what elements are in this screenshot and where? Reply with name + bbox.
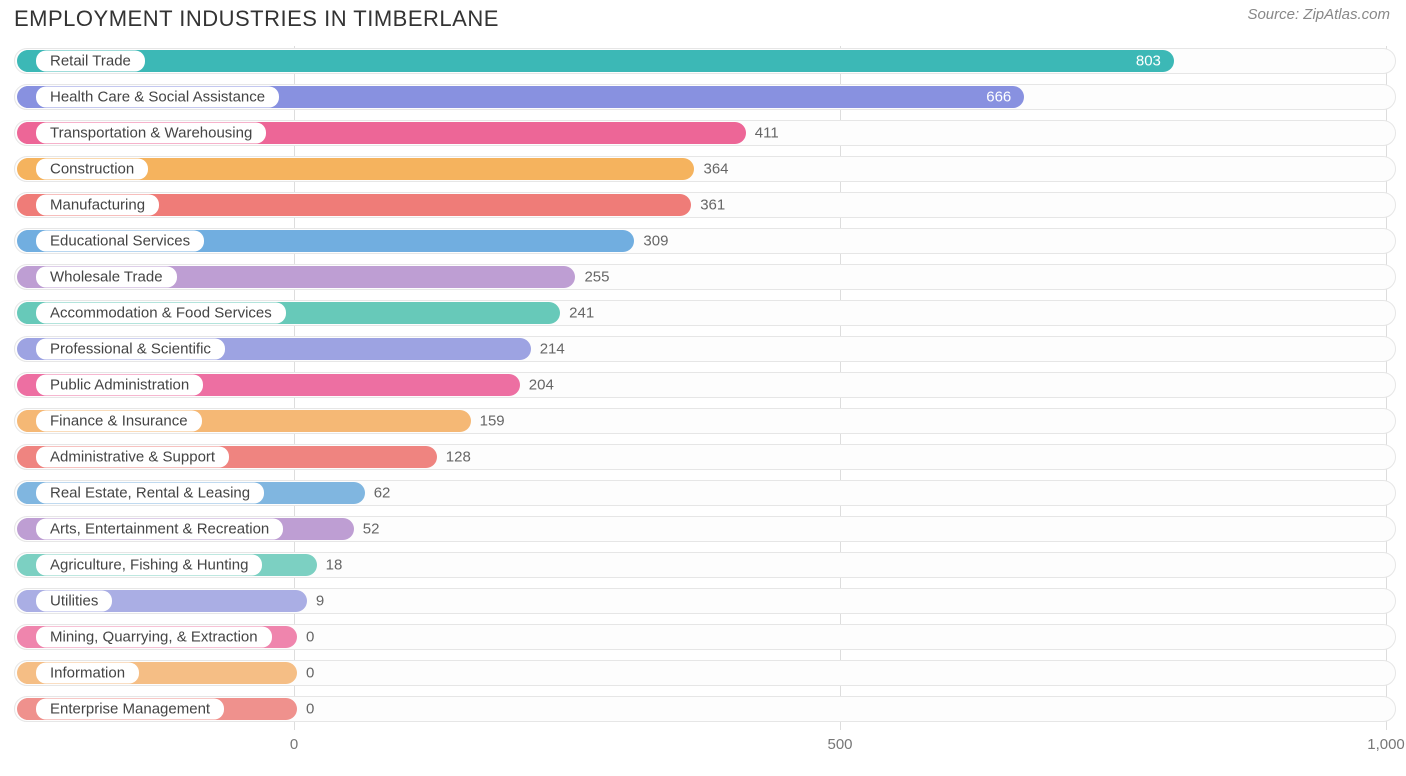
bar-cap: [18, 554, 32, 576]
bar-value: 0: [306, 701, 314, 718]
bar-value: 9: [316, 593, 324, 610]
bar-label: Real Estate, Rental & Leasing: [36, 483, 264, 504]
bar-label: Professional & Scientific: [36, 339, 225, 360]
bar-row: Public Administration 204: [14, 370, 1396, 400]
bar-row: Construction 364: [14, 154, 1396, 184]
bar-row: Transportation & Warehousing 411: [14, 118, 1396, 148]
bar-row: Educational Services 309: [14, 226, 1396, 256]
bar-row: Accommodation & Food Services 241: [14, 298, 1396, 328]
bar-value: 159: [480, 413, 505, 430]
axis-tick-label: 1,000: [1367, 736, 1405, 753]
bar-cap: [18, 158, 32, 180]
bar-row: Mining, Quarrying, & Extraction 0: [14, 622, 1396, 652]
bar-row: Arts, Entertainment & Recreation 52: [14, 514, 1396, 544]
bar-value: 803: [1136, 53, 1161, 70]
bar-value: 241: [569, 305, 594, 322]
bar-label: Mining, Quarrying, & Extraction: [36, 627, 272, 648]
bar-cap: [18, 86, 32, 108]
chart-title: EMPLOYMENT INDUSTRIES IN TIMBERLANE: [14, 6, 499, 32]
bar-label: Agriculture, Fishing & Hunting: [36, 555, 262, 576]
bar-cap: [18, 590, 32, 612]
bar-label: Administrative & Support: [36, 447, 229, 468]
bar-label: Accommodation & Food Services: [36, 303, 286, 324]
bar-value: 18: [326, 557, 343, 574]
bar-chart: Retail Trade 803 Health Care & Social Assi…: [14, 46, 1396, 760]
bar-cap: [18, 194, 32, 216]
bar-cap: [18, 410, 32, 432]
axis-tick-label: 0: [290, 736, 298, 753]
bar-label: Utilities: [36, 591, 112, 612]
bar-label: Retail Trade: [36, 51, 145, 72]
bar-row: Real Estate, Rental & Leasing 62: [14, 478, 1396, 508]
bar-cap: [18, 374, 32, 396]
bar-value: 52: [363, 521, 380, 538]
bar-cap: [18, 698, 32, 720]
bar-cap: [18, 122, 32, 144]
bar-row: Information 0: [14, 658, 1396, 688]
bar-label: Transportation & Warehousing: [36, 123, 266, 144]
bar-label: Enterprise Management: [36, 699, 224, 720]
bar-row: Administrative & Support 128: [14, 442, 1396, 472]
bar-cap: [18, 662, 32, 684]
bar-cap: [18, 302, 32, 324]
bar-label: Public Administration: [36, 375, 203, 396]
bar-fill: [17, 50, 1174, 72]
bar-value: 309: [643, 233, 668, 250]
bar-label: Finance & Insurance: [36, 411, 202, 432]
bar-row: Professional & Scientific 214: [14, 334, 1396, 364]
bar-row: Manufacturing 361: [14, 190, 1396, 220]
bar-row: Retail Trade 803: [14, 46, 1396, 76]
bar-value: 62: [374, 485, 391, 502]
bar-row: Utilities 9: [14, 586, 1396, 616]
bar-value: 361: [700, 197, 725, 214]
bar-cap: [18, 50, 32, 72]
bar-value: 204: [529, 377, 554, 394]
bar-row: Finance & Insurance 159: [14, 406, 1396, 436]
bar-label: Health Care & Social Assistance: [36, 87, 279, 108]
bar-cap: [18, 518, 32, 540]
bar-cap: [18, 446, 32, 468]
bar-label: Arts, Entertainment & Recreation: [36, 519, 283, 540]
bar-cap: [18, 626, 32, 648]
bar-label: Wholesale Trade: [36, 267, 177, 288]
bar-value: 255: [584, 269, 609, 286]
bar-cap: [18, 266, 32, 288]
bar-cap: [18, 338, 32, 360]
bar-value: 214: [540, 341, 565, 358]
bar-label: Educational Services: [36, 231, 204, 252]
bar-row: Enterprise Management 0: [14, 694, 1396, 724]
axis-tick-label: 500: [827, 736, 852, 753]
bar-label: Information: [36, 663, 139, 684]
bar-cap: [18, 230, 32, 252]
x-axis: 05001,000: [14, 730, 1396, 760]
bar-label: Construction: [36, 159, 148, 180]
bar-row: Agriculture, Fishing & Hunting 18: [14, 550, 1396, 580]
bar-value: 0: [306, 665, 314, 682]
bar-value: 128: [446, 449, 471, 466]
source-attribution: Source: ZipAtlas.com: [1247, 6, 1390, 23]
bar-value: 0: [306, 629, 314, 646]
bar-value: 666: [986, 89, 1011, 106]
bar-row: Wholesale Trade 255: [14, 262, 1396, 292]
bar-cap: [18, 482, 32, 504]
bar-value: 411: [755, 125, 779, 142]
bar-row: Health Care & Social Assistance 666: [14, 82, 1396, 112]
bar-label: Manufacturing: [36, 195, 159, 216]
bar-value: 364: [703, 161, 728, 178]
